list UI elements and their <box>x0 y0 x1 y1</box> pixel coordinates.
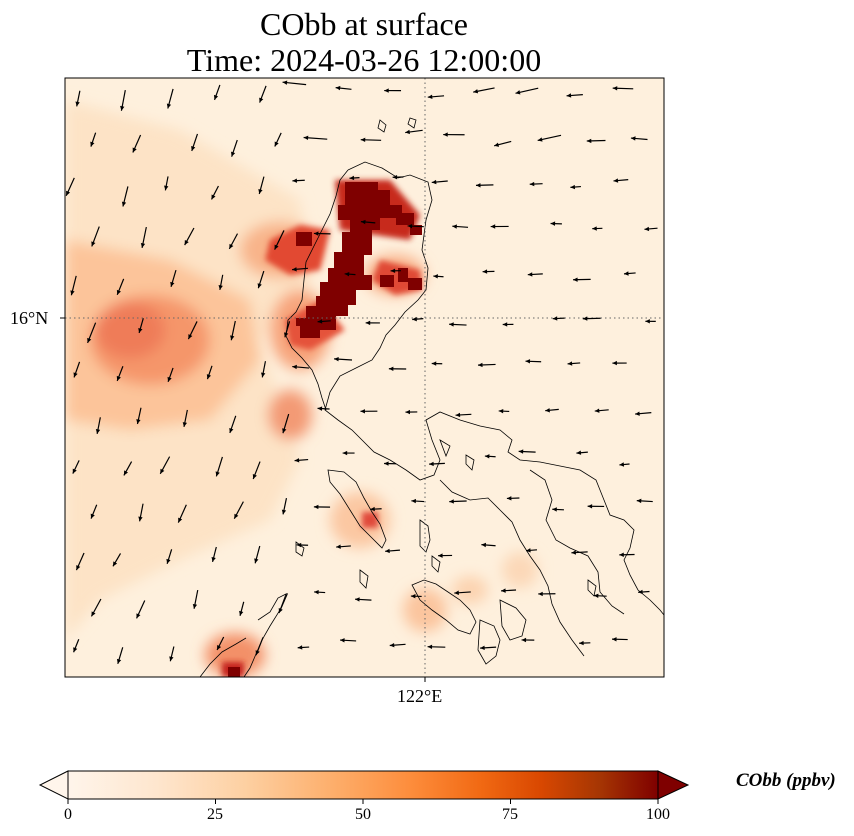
colorbar-tick-50: 50 <box>355 806 371 823</box>
colorbar <box>38 770 690 804</box>
colorbar-tick-100: 100 <box>646 806 670 823</box>
wind-vectors <box>65 80 658 665</box>
lat-tick-label: 16°N <box>10 308 49 328</box>
plot-title-line1: CObb at surface <box>260 6 468 42</box>
colorbar-gradient <box>68 771 658 799</box>
concentration-field <box>65 78 664 677</box>
colorbar-tick-0: 0 <box>64 806 72 823</box>
colorbar-extend-low <box>38 770 69 800</box>
coastlines <box>199 117 664 677</box>
plume-core <box>228 182 422 677</box>
gridlines <box>65 78 664 677</box>
colorbar-extend-high <box>657 770 690 800</box>
colorbar-label: CObb (ppbv) <box>736 770 836 791</box>
lon-tick-label: 122°E <box>397 686 443 706</box>
plot-title-line2: Time: 2024-03-26 12:00:00 <box>186 42 542 78</box>
map-frame <box>64 77 665 678</box>
colorbar-tick-25: 25 <box>207 806 223 823</box>
colorbar-tick-75: 75 <box>502 806 518 823</box>
